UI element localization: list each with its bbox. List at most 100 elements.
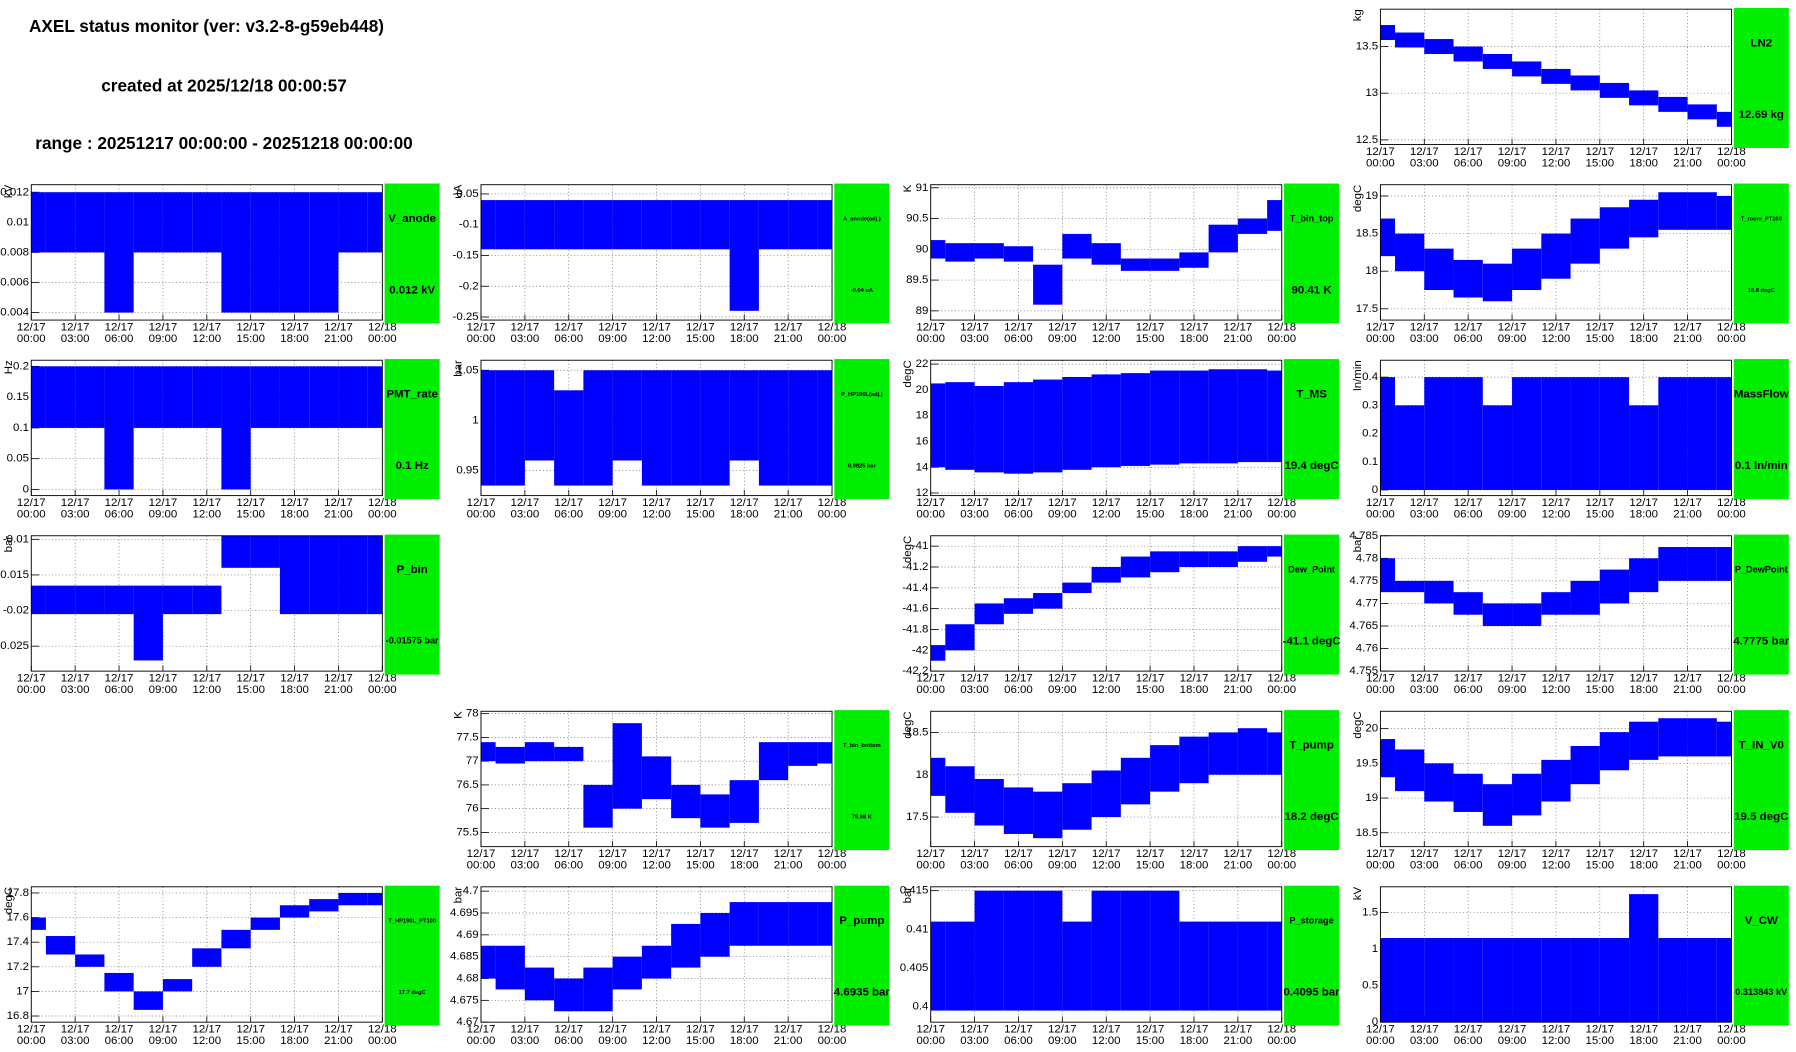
data-band [1062, 921, 1092, 1011]
y-unit-label: Hz [3, 360, 15, 374]
data-band [480, 200, 496, 250]
data-band [1512, 377, 1542, 490]
data-band [1599, 82, 1630, 98]
data-band [1482, 603, 1513, 626]
x-tick-label: 12/17 18:00 [280, 1023, 309, 1046]
data-band [1237, 728, 1268, 775]
status-name: T_bin_bottom [843, 743, 881, 749]
data-band [221, 366, 251, 490]
y-tick-label: 13.5 [1356, 41, 1378, 53]
monitor-panel: 12/17 00:00 12/17 03:00 12/17 06:00 12/17 09:00… [1352, 8, 1789, 169]
x-tick-label: 12/18 00:00 [1267, 321, 1296, 344]
x-tick-label: 12/17 12:00 [1542, 497, 1571, 520]
x-tick-label: 12/18 00:00 [1717, 146, 1746, 169]
y-unit-label: degC [1352, 185, 1364, 212]
x-tick-label: 12/18 00:00 [1717, 672, 1746, 695]
data-band [1150, 551, 1180, 573]
data-band [1629, 721, 1659, 760]
data-layer [930, 200, 1282, 305]
data-band [1453, 259, 1483, 298]
data-band [133, 192, 163, 253]
y-tick-label: 91 [916, 182, 929, 194]
data-band [1179, 551, 1209, 567]
data-band [1062, 582, 1092, 594]
data-layer [930, 890, 1282, 1011]
data-band [1424, 763, 1454, 802]
data-band [250, 366, 280, 428]
data-band [930, 921, 946, 1011]
plot-frame [1379, 710, 1732, 848]
data-band [1120, 757, 1151, 805]
x-tick-label: 12/17 09:00 [598, 321, 627, 344]
x-tick-label: 12/17 03:00 [960, 672, 989, 695]
data-layer [480, 370, 833, 486]
data-band [729, 902, 759, 946]
data-band [612, 956, 642, 990]
x-tick-label: 12/17 06:00 [1454, 1023, 1483, 1046]
x-tick-label: 12/17 03:00 [960, 321, 989, 344]
y-tick-label: 18 [916, 769, 929, 781]
data-band [133, 366, 163, 428]
data-band [1424, 580, 1454, 604]
data-band [480, 945, 496, 979]
data-band [1482, 263, 1513, 302]
y-tick-label: 0.05 [7, 453, 29, 465]
data-band [524, 200, 555, 250]
data-band [1716, 938, 1732, 1023]
x-tick-label: 12/18 00:00 [368, 321, 397, 344]
data-band [1062, 233, 1092, 259]
data-band [554, 746, 584, 762]
status-name: P_storage [1289, 916, 1333, 926]
x-tick-label: 12/17 03:00 [511, 321, 540, 344]
y-tick-label: 77.5 [456, 731, 478, 743]
x-tick-label: 12/17 21:00 [1224, 497, 1253, 520]
data-band [554, 200, 584, 250]
data-band [612, 200, 642, 250]
y-unit-label: degC [902, 536, 914, 563]
y-tick-label: 0.95 [456, 465, 478, 477]
data-band [75, 585, 105, 615]
x-tick-label: 12/18 00:00 [818, 1023, 847, 1046]
data-band [279, 535, 310, 615]
y-tick-label: 1 [472, 414, 478, 426]
data-band [788, 902, 818, 946]
status-box [384, 359, 440, 500]
y-tick-label: 0.004 [0, 307, 29, 319]
y-tick-label: 1.05 [456, 364, 478, 376]
status-box [1733, 885, 1789, 1026]
data-band [309, 366, 339, 428]
data-band [45, 192, 76, 253]
status-value: 17.7 degC [399, 990, 426, 996]
x-tick-label: 12/17 00:00 [17, 321, 46, 344]
x-tick-label: 12/18 00:00 [818, 848, 847, 871]
data-band [75, 954, 105, 967]
plot-frame [480, 184, 833, 321]
data-band [75, 366, 105, 428]
status-value: 18.2 degC [1284, 811, 1338, 823]
x-tick-label: 12/17 15:00 [1136, 848, 1165, 871]
data-band [1512, 248, 1542, 290]
data-band [1120, 556, 1151, 578]
data-band [1570, 75, 1600, 91]
x-tick-label: 12/17 09:00 [1048, 321, 1077, 344]
data-band [641, 945, 672, 979]
data-layer [1380, 894, 1732, 1023]
data-band [1541, 233, 1571, 279]
data-band [1091, 374, 1121, 468]
status-name: LN2 [1750, 38, 1772, 50]
data-band [1208, 921, 1238, 1011]
data-band [133, 585, 163, 661]
y-tick-label: 78 [466, 708, 479, 720]
x-tick-label: 12/17 12:00 [1092, 672, 1121, 695]
data-band [758, 902, 789, 946]
x-tick-label: 12/18 00:00 [1267, 848, 1296, 871]
data-band [1541, 68, 1571, 84]
y-tick-label: 0.2 [1362, 428, 1378, 440]
data-band [1424, 377, 1454, 490]
data-band [1424, 938, 1454, 1023]
x-tick-label: 12/17 18:00 [1180, 848, 1209, 871]
status-box [834, 359, 890, 500]
y-tick-label: -0.025 [0, 640, 29, 652]
data-band [758, 200, 789, 250]
data-layer [930, 546, 1282, 661]
